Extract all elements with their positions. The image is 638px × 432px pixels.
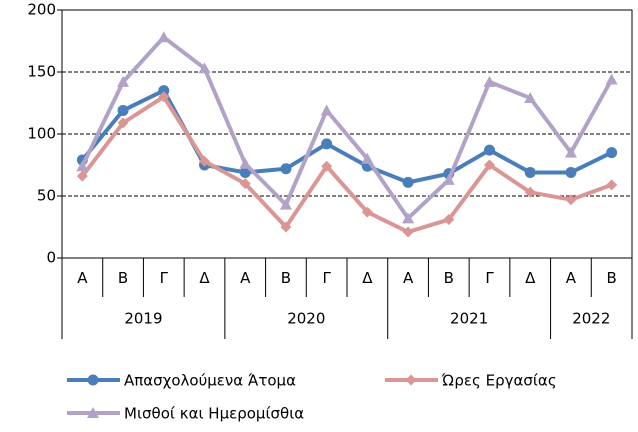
marker (321, 138, 333, 150)
x-group-label: 2021 (450, 310, 488, 328)
marker (524, 186, 536, 198)
marker (279, 198, 292, 210)
series-line (80, 94, 613, 234)
marker (117, 104, 129, 116)
x-tick-label: Α (77, 269, 88, 287)
x-tick-label: Β (444, 269, 454, 287)
marker (565, 166, 577, 178)
marker (361, 152, 374, 164)
marker (606, 179, 618, 191)
x-tick-label: Α (403, 269, 414, 287)
marker (605, 73, 618, 85)
marker (117, 75, 130, 87)
marker (198, 62, 211, 74)
x-tick-label: Γ (322, 269, 331, 287)
x-group-label: 2019 (124, 310, 162, 328)
marker (402, 212, 415, 224)
marker (199, 155, 210, 167)
marker (565, 194, 577, 206)
marker (402, 176, 414, 188)
marker (321, 160, 333, 172)
x-group-label: 2020 (287, 310, 325, 328)
x-tick-label: Δ (362, 269, 373, 287)
y-tick-label: 0 (46, 249, 56, 267)
x-tick-label: Γ (160, 269, 169, 287)
marker (442, 173, 455, 185)
marker (564, 146, 577, 158)
x-tick-label: Β (281, 269, 291, 287)
marker (524, 166, 536, 178)
marker (483, 75, 496, 87)
marker (280, 221, 292, 233)
y-tick-label: 50 (37, 187, 56, 205)
marker (361, 206, 373, 218)
series-line (80, 35, 614, 221)
marker (76, 170, 88, 182)
marker (239, 157, 252, 169)
marker (157, 31, 170, 43)
marker (405, 374, 417, 386)
y-tick-label: 200 (27, 1, 56, 19)
x-tick-label: Α (240, 269, 251, 287)
marker (158, 91, 170, 103)
marker (76, 160, 89, 172)
series-line (80, 88, 613, 185)
x-group-label: 2022 (572, 310, 610, 328)
y-tick-label: 150 (27, 63, 56, 81)
marker (280, 163, 292, 175)
marker (320, 104, 333, 116)
legend-label: Απασχολούμενα Άτομα (124, 372, 296, 390)
marker (117, 117, 129, 129)
marker (484, 144, 495, 156)
marker (484, 159, 495, 171)
marker (87, 407, 99, 418)
marker (402, 226, 414, 238)
marker (239, 166, 251, 178)
y-tick-label: 100 (27, 125, 56, 143)
marker (239, 178, 251, 190)
x-tick-label: Β (118, 269, 128, 287)
legend-label: Μισθοί και Ημερομίσθια (124, 405, 304, 423)
marker (158, 85, 170, 97)
marker (87, 374, 99, 386)
x-tick-label: Α (566, 269, 577, 287)
x-tick-label: Δ (525, 269, 536, 287)
x-tick-label: Β (606, 269, 616, 287)
marker (606, 147, 618, 159)
legend-label: Ώρες Εργασίας (441, 372, 557, 390)
x-tick-label: Δ (199, 269, 210, 287)
marker (524, 92, 537, 104)
marker (443, 214, 455, 226)
x-tick-label: Γ (485, 269, 494, 287)
